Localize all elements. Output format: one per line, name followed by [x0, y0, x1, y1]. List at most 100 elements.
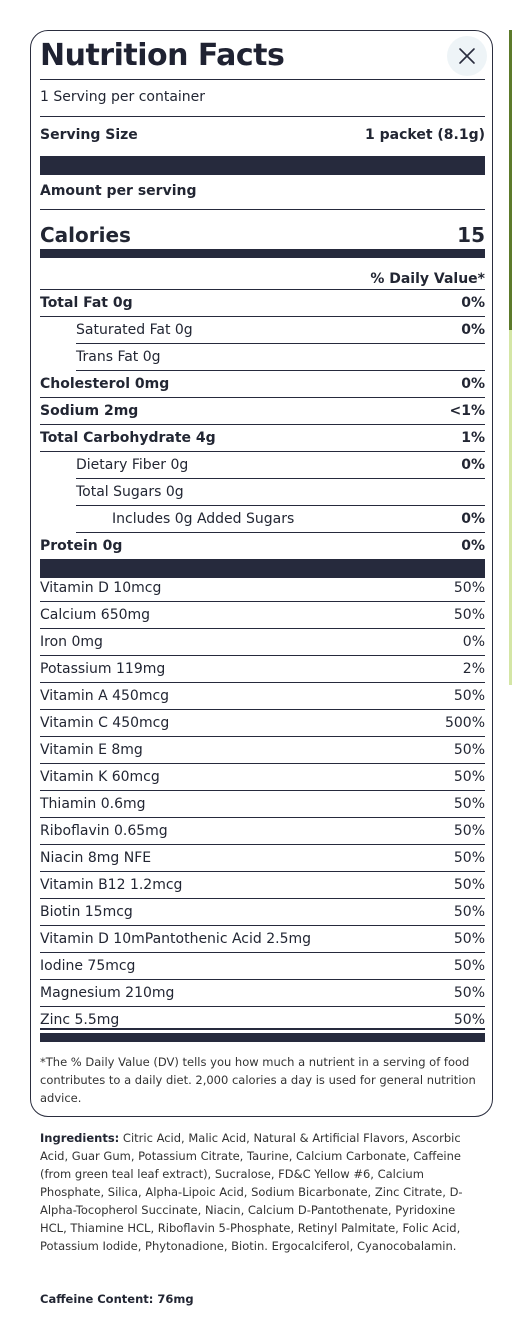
nutrient-label: Sodium 2mg: [40, 403, 139, 419]
divider: [40, 1006, 485, 1007]
nutrient-label: Saturated Fat 0g: [76, 322, 193, 338]
page-title: Nutrition Facts: [40, 38, 285, 73]
daily-value: 50%: [453, 904, 485, 920]
daily-value-footnote: *The % Daily Value (DV) tells you how mu…: [40, 1055, 476, 1105]
mid-divider: [40, 1033, 485, 1042]
daily-value: 50%: [453, 931, 485, 947]
daily-value: 0%: [461, 511, 485, 527]
daily-value: 0%: [461, 376, 485, 392]
scrollbar-thumb[interactable]: [509, 30, 512, 330]
ingredients-text: Citric Acid, Malic Acid, Natural & Artif…: [40, 1131, 463, 1253]
daily-value: 50%: [453, 823, 485, 839]
vitamin-label: Vitamin K 60mcg: [40, 769, 160, 785]
daily-value: 50%: [453, 850, 485, 866]
daily-value-header: % Daily Value*: [370, 271, 485, 287]
close-button[interactable]: [447, 36, 487, 76]
vitamin-label: Potassium 119mg: [40, 661, 166, 677]
nutrient-label: Total Carbohydrate 4g: [40, 430, 216, 446]
daily-value: 50%: [453, 742, 485, 758]
nutrition-facts-panel: [30, 30, 493, 1117]
divider: [40, 79, 485, 80]
scrollbar-track[interactable]: [509, 30, 512, 685]
divider: [40, 424, 485, 425]
vitamin-label: Niacin 8mg NFE: [40, 850, 152, 866]
vitamin-label: Zinc 5.5mg: [40, 1012, 120, 1028]
divider: [76, 343, 485, 344]
divider: [40, 979, 485, 980]
vitamin-label: Vitamin D 10mPantothenic Acid 2.5mg: [40, 931, 312, 947]
daily-value: 50%: [453, 877, 485, 893]
divider: [40, 871, 485, 872]
nutrient-label: Protein 0g: [40, 538, 123, 554]
daily-value: 0%: [461, 322, 485, 338]
divider: [40, 397, 485, 398]
daily-value: 500%: [444, 715, 485, 731]
daily-value: 0%: [461, 538, 485, 554]
vitamin-label: Vitamin E 8mg: [40, 742, 143, 758]
caffeine-content: Caffeine Content: 76mg: [40, 1292, 194, 1306]
vitamin-label: Vitamin B12 1.2mcg: [40, 877, 183, 893]
daily-value: <1%: [449, 403, 486, 419]
serving-size-label: Serving Size: [40, 127, 138, 143]
servings-per-container: 1 Serving per container: [40, 89, 206, 105]
divider: [76, 532, 485, 533]
vitamin-label: Vitamin C 450mcg: [40, 715, 170, 731]
daily-value: 0%: [461, 457, 485, 473]
thick-divider: [40, 156, 485, 175]
divider: [76, 505, 485, 506]
daily-value: 2%: [462, 661, 485, 677]
vitamin-label: Riboflavin 0.65mg: [40, 823, 168, 839]
divider: [40, 817, 485, 818]
nutrient-label: Cholesterol 0mg: [40, 376, 170, 392]
divider: [40, 451, 485, 452]
divider: [40, 655, 485, 656]
divider: [40, 289, 485, 290]
divider: [76, 370, 485, 371]
daily-value: 50%: [453, 796, 485, 812]
divider: [40, 316, 485, 317]
daily-value: 50%: [453, 958, 485, 974]
vitamin-label: Biotin 15mcg: [40, 904, 133, 920]
divider: [40, 1028, 485, 1030]
divider: [40, 925, 485, 926]
divider: [40, 601, 485, 602]
ingredients: Ingredients: Citric Acid, Malic Acid, Na…: [40, 1129, 485, 1255]
vitamin-label: Vitamin D 10mcg: [40, 580, 162, 596]
calories-value: 15: [457, 223, 485, 247]
daily-value: 50%: [453, 769, 485, 785]
nutrient-label: Includes 0g Added Sugars: [112, 511, 295, 527]
divider: [40, 709, 485, 710]
calories-label: Calories: [40, 223, 131, 247]
daily-value: 50%: [453, 688, 485, 704]
daily-value: 50%: [453, 1012, 485, 1028]
vitamin-label: Magnesium 210mg: [40, 985, 175, 1001]
divider: [40, 209, 485, 210]
vitamin-label: Vitamin A 450mcg: [40, 688, 170, 704]
daily-value: 1%: [461, 430, 485, 446]
divider: [40, 898, 485, 899]
daily-value: 0%: [461, 295, 485, 311]
nutrient-label: Total Sugars 0g: [76, 484, 184, 500]
thick-divider: [40, 559, 485, 578]
vitamin-label: Iron 0mg: [40, 634, 103, 650]
divider: [76, 478, 485, 479]
divider: [40, 763, 485, 764]
divider: [40, 116, 485, 117]
nutrient-label: Dietary Fiber 0g: [76, 457, 189, 473]
ingredients-label: Ingredients:: [40, 1131, 120, 1145]
mid-divider: [40, 249, 485, 258]
divider: [40, 736, 485, 737]
amount-per-serving: Amount per serving: [40, 183, 197, 199]
nutrient-label: Trans Fat 0g: [76, 349, 161, 365]
nutrient-label: Total Fat 0g: [40, 295, 133, 311]
daily-value: 50%: [453, 985, 485, 1001]
daily-value: 50%: [453, 580, 485, 596]
vitamin-label: Calcium 650mg: [40, 607, 151, 623]
divider: [40, 628, 485, 629]
close-icon: [459, 48, 475, 64]
divider: [40, 790, 485, 791]
vitamin-label: Thiamin 0.6mg: [40, 796, 146, 812]
daily-value: 50%: [453, 607, 485, 623]
serving-size-value: 1 packet (8.1g): [365, 127, 485, 143]
divider: [40, 682, 485, 683]
